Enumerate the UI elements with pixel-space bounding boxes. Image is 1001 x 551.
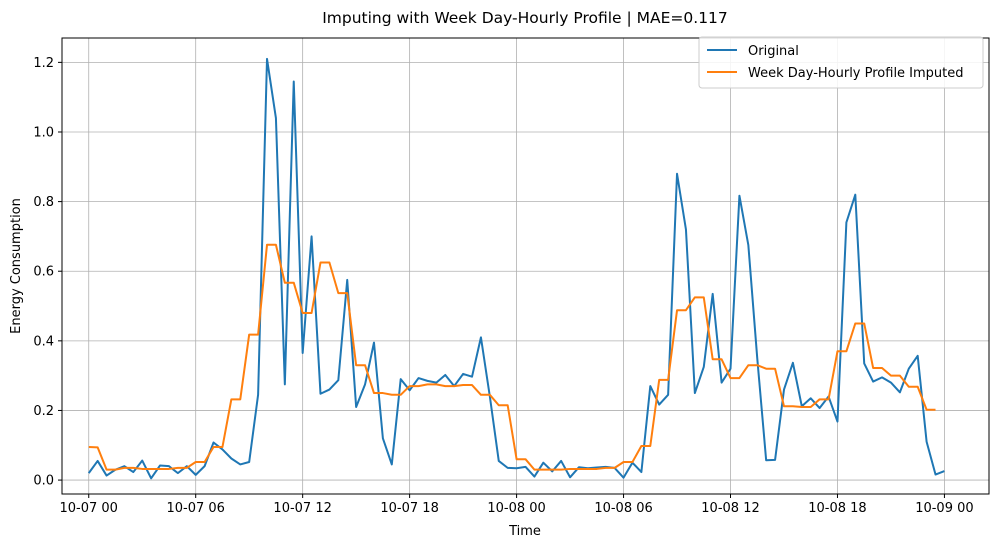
x-tick-label: 10-07 00: [60, 501, 118, 516]
chart-title: Imputing with Week Day-Hourly Profile | …: [322, 9, 728, 27]
x-tick-label: 10-08 18: [808, 501, 866, 516]
x-tick-label: 10-08 12: [701, 501, 759, 516]
x-tick-label: 10-07 12: [273, 501, 331, 516]
x-tick-label: 10-07 18: [380, 501, 438, 516]
y-tick-label: 0.4: [33, 334, 54, 349]
x-tick-label: 10-08 06: [594, 501, 652, 516]
legend-label-original: Original: [748, 44, 799, 59]
x-tick-label: 10-09 00: [915, 501, 973, 516]
series-line-imputed: [88, 243, 936, 471]
y-tick-label: 0.6: [33, 265, 54, 280]
axes: 10-07 00 10-07 06 10-07 12 10-07 18 10-08 00…: [33, 56, 973, 516]
plot-frame: [61, 37, 990, 495]
legend: Original Week Day-Hourly Profile Imputed: [698, 36, 984, 89]
legend-label-imputed: Week Day-Hourly Profile Imputed: [748, 66, 964, 81]
x-axis-label: Time: [508, 524, 541, 539]
y-tick-label: 1.0: [33, 125, 54, 140]
y-tick-label: 0.0: [33, 474, 54, 489]
legend-box: [698, 36, 984, 89]
x-tick-label: 10-07 06: [166, 501, 224, 516]
x-tick-label: 10-08 00: [487, 501, 545, 516]
y-tick-label: 1.2: [33, 56, 54, 71]
y-axis-label: Energy Consumption: [9, 198, 24, 334]
y-tick-label: 0.8: [33, 195, 54, 210]
series-lines: [87, 57, 945, 480]
y-tick-label: 0.2: [33, 404, 54, 419]
